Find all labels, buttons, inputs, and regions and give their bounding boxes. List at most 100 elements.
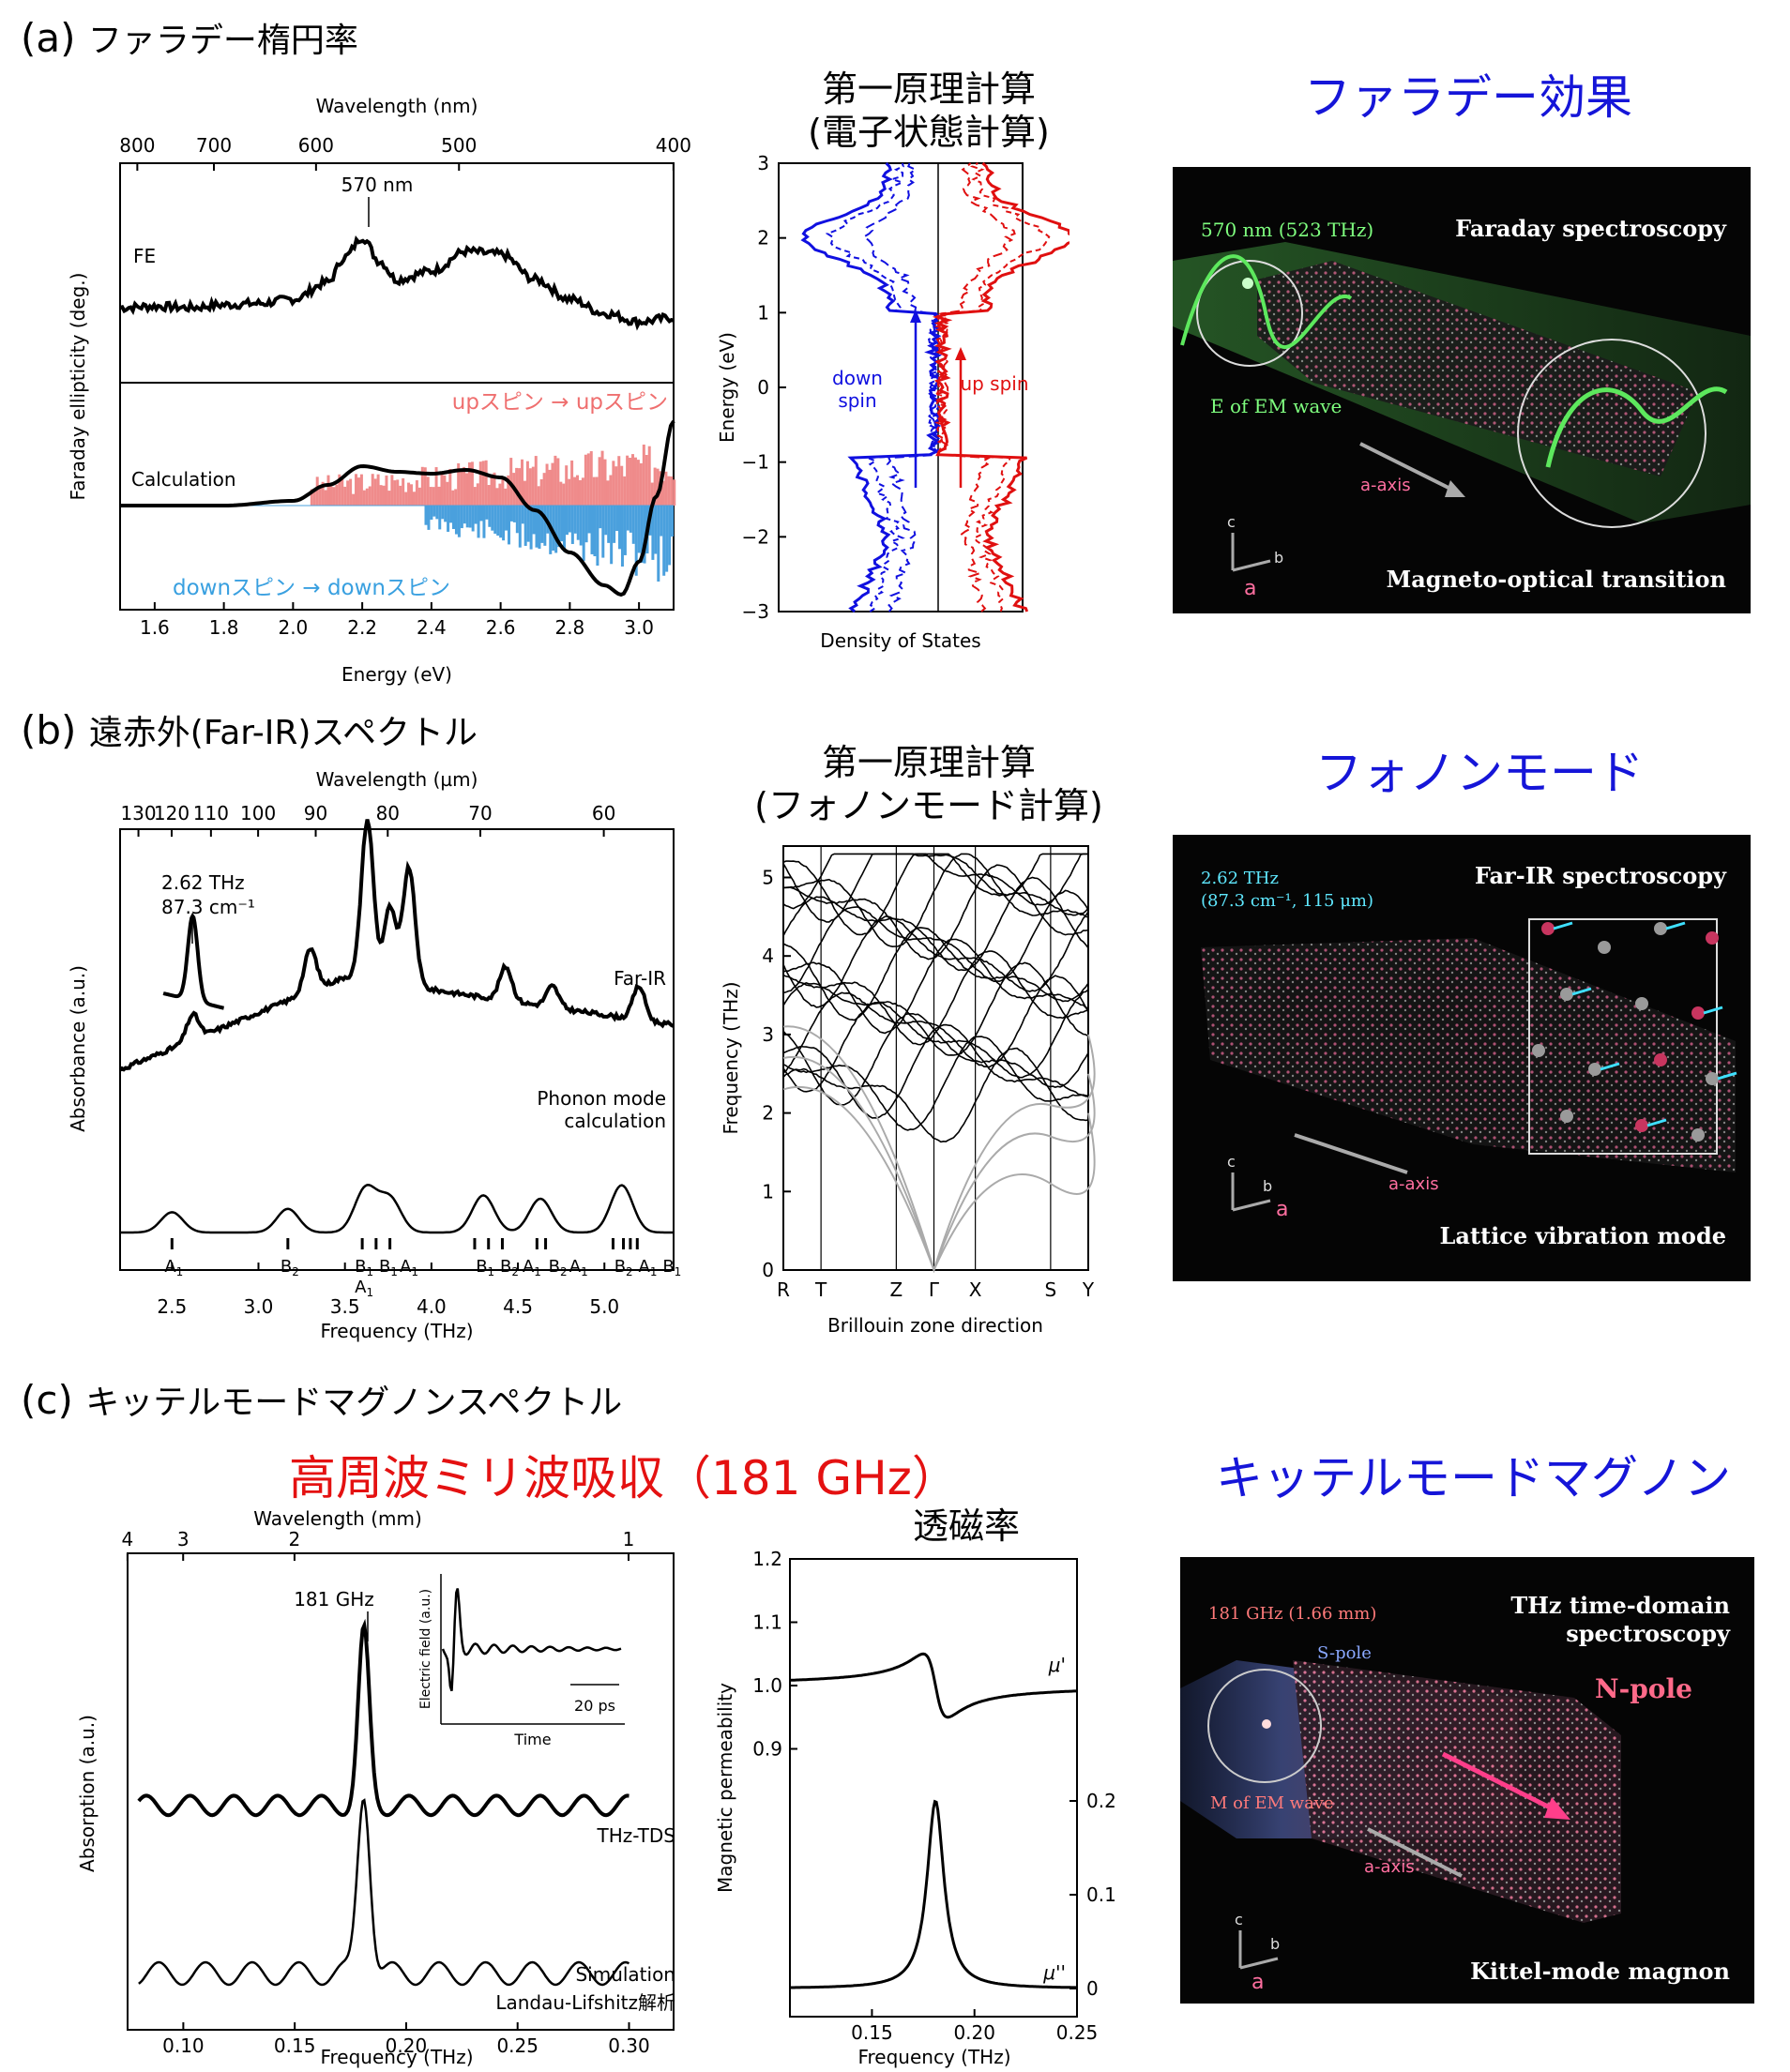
faraday-down-bar: [563, 506, 566, 552]
thz-inset-scale: 20 ps: [574, 1697, 615, 1715]
permeability-left-tick-label: 1.0: [752, 1674, 782, 1697]
faraday-down-bar: [460, 506, 463, 529]
farir-atom: [1654, 922, 1667, 935]
faraday-up-bar: [404, 492, 408, 506]
faraday-up-bar: [463, 466, 466, 506]
faraday-down-bar: [529, 506, 533, 550]
faraday-up-bar: [310, 489, 313, 506]
faraday-down-bar: [654, 506, 658, 554]
farir-displacement-arrow: [1717, 1071, 1737, 1081]
faraday-down-bar: [438, 506, 442, 530]
faraday-up-bar: [332, 487, 336, 506]
permeability-frame: [789, 1558, 1078, 2018]
faraday-up-bar: [614, 466, 618, 506]
faraday-axis-label: a-axis: [1360, 476, 1411, 495]
faraday-up-bar: [525, 461, 529, 506]
farir-axis-arrow: [1294, 1133, 1408, 1174]
faraday-up-bar: [321, 481, 325, 506]
faraday-up-bar: [642, 444, 645, 506]
faraday-down-bar: [424, 506, 428, 525]
faraday-up-bar: [376, 474, 380, 506]
faraday-x-tick-label: 3.0: [624, 616, 654, 639]
faraday-up-bar: [620, 465, 624, 506]
faraday-up-bar: [528, 468, 532, 506]
faraday-down-bar: [626, 506, 630, 531]
faraday-axis-arrow: [1359, 442, 1455, 492]
faraday-down-bar: [452, 506, 455, 529]
phonon-branch: [782, 1012, 1089, 1106]
faraday-a-label: a: [1244, 577, 1256, 600]
faraday-down-bar: [660, 506, 663, 537]
faraday-up-bar: [465, 473, 469, 506]
faraday-up-bar: [573, 476, 577, 506]
faraday-down-bar: [607, 506, 611, 543]
phonon-branch: [782, 853, 1089, 936]
farir-x-axis-label: Frequency (THz): [320, 1320, 473, 1342]
faraday-up-bar: [429, 487, 432, 506]
thz-top-axis-label: Wavelength (mm): [253, 1507, 422, 1530]
magnon-dot: [1262, 1719, 1271, 1729]
faraday-x-tick-label: 1.6: [140, 616, 170, 639]
faraday-up-bar: [410, 484, 414, 506]
faraday-up-bar: [645, 455, 648, 506]
faraday-illustration: 570 nm (523 THz) Faraday spectroscopy E …: [1173, 215, 1751, 600]
faraday-up-bar: [432, 487, 435, 506]
faraday-down-bar: [582, 506, 585, 561]
faraday-down-bar: [463, 506, 466, 524]
faraday-panel-title: Faraday spectroscopy: [1455, 215, 1727, 242]
farir-x-tick-label: 4.0: [417, 1295, 447, 1318]
faraday-up-bar: [534, 456, 538, 506]
farir-a-label: a: [1276, 1198, 1288, 1221]
faraday-up-bar: [626, 455, 630, 506]
magnon-bottom-label: Kittel-mode magnon: [1470, 1958, 1730, 1985]
magnon-crystal: [1293, 1660, 1621, 1923]
farir-mode-label: A1: [523, 1257, 541, 1278]
faraday-down-bar: [432, 506, 436, 517]
faraday-up-bar: [385, 475, 388, 506]
farir-mode-label: B1: [355, 1257, 373, 1278]
faraday-down-bar: [604, 506, 608, 536]
phonon-branch: [782, 927, 1089, 1021]
permeability-x-tick-label: 0.15: [851, 2021, 893, 2044]
dos-y-tick-label: −2: [742, 525, 769, 548]
faraday-calc-series: [120, 419, 675, 597]
faraday-up-bar: [556, 458, 560, 506]
dos-y-tick-label: 3: [757, 152, 769, 174]
faraday-up-bar: [498, 483, 502, 506]
permeability-imag-label: μ'': [1042, 1961, 1066, 1984]
faraday-up-bar: [329, 486, 333, 506]
farir-displacement-arrow: [1600, 1062, 1620, 1071]
faraday-up-bar: [559, 481, 563, 506]
faraday-x-tick-label: 2.0: [278, 616, 308, 639]
magnon-axis-label: a-axis: [1364, 1857, 1415, 1877]
faraday-up-bar: [399, 485, 402, 506]
faraday-up-bar: [568, 478, 571, 506]
faraday-down-bar: [579, 506, 583, 546]
farir-frame: [119, 828, 675, 1271]
faraday-down-bar: [573, 506, 577, 534]
faraday-down-bar: [447, 506, 450, 532]
faraday-bottom-label: Magneto-optical transition: [1387, 566, 1726, 593]
faraday-up-bar: [352, 493, 356, 506]
faraday-up-bar: [598, 457, 601, 506]
faraday-b-axis: [1232, 559, 1271, 572]
dos-down-label: down spin: [832, 367, 883, 412]
farir-displacement-arrow: [1665, 921, 1686, 930]
faraday-up-bar: [387, 491, 391, 506]
farir-wave-label: 2.62 THz: [1201, 869, 1279, 888]
faraday-up-bar: [440, 473, 444, 506]
faraday-up-bar: [656, 468, 660, 506]
phonon-y-tick-label: 5: [762, 866, 774, 888]
faraday-up-bar: [451, 490, 455, 506]
magnon-circle: [1207, 1669, 1322, 1783]
farir-peak-wavenumber: 87.3 cm⁻¹: [161, 896, 255, 918]
farir-top-tick-label: 70: [468, 802, 492, 824]
faraday-down-bar: [457, 506, 461, 537]
dos-y-tick-label: 1: [757, 301, 769, 324]
phonon-x-tick-label: Y: [1082, 1278, 1095, 1301]
farir-atoms: [1532, 921, 1737, 1142]
farir-atom: [1541, 922, 1555, 935]
faraday-up-bar: [478, 461, 482, 506]
phonon-x-tick-label: Γ: [929, 1278, 940, 1301]
